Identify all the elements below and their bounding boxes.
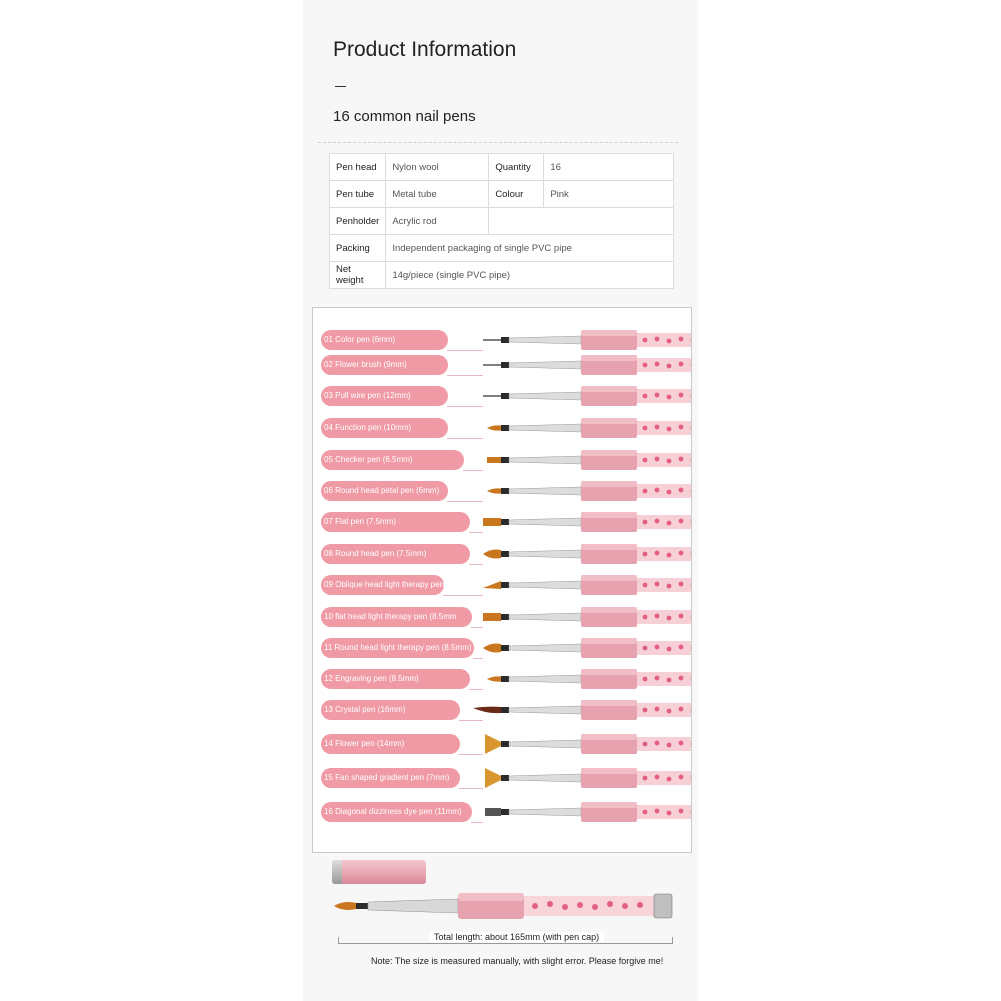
pen-label-line [447,438,483,439]
pen-label-line [447,501,483,502]
pen-row: 03 Pull wire pen (12mm) [313,384,691,412]
pen-label-line [471,822,483,823]
pen-cap-end [332,860,342,884]
pen-image [473,700,691,720]
title-dash [335,86,346,87]
pen-row: 10 flat head light therapy pen (8.5mm [313,605,691,633]
pen-image [483,544,691,564]
length-indicator [338,937,673,944]
pen-image [485,768,691,788]
pen-image [483,512,691,532]
pen-row: 02 Flower brush (9mm) [313,353,691,381]
pen-row: 06 Round head petal pen (6mm) [313,479,691,507]
pen-image [487,450,691,470]
pen-label: 09 Oblique head light therapy pen (8mm) [321,575,469,595]
pen-image [485,802,691,822]
spec-key: Penholder [328,207,387,235]
pen-label-line [471,627,483,628]
pen-image [487,418,691,438]
spec-key: Net weight [328,261,387,289]
pen-label: 02 Flower brush (9mm) [321,355,448,375]
spec-key: Colour [488,180,545,208]
pen-label: 01 Color pen (6mm) [321,330,448,350]
pen-label: 11 Round head light therapy pen (8.5mm) [321,638,474,658]
spec-key: Pen tube [328,180,387,208]
pen-row: 16 Diagonal dizziness dye pen (11mm) [313,800,691,828]
pen-cap [332,860,426,884]
spec-key: Quantity [488,153,545,181]
divider [318,142,678,143]
spec-value: 16 [543,153,674,181]
pen-label-line [463,470,483,471]
spec-table: Pen head Nylon wool Quantity 16 Pen tube… [328,153,674,289]
pen-label-line [469,689,483,690]
pen-label-line [459,720,483,721]
spec-value: Metal tube [385,180,490,208]
pen-label: 07 Flat pen (7.5mm) [321,512,470,532]
pen-row: 08 Round head pen (7.5mm) [313,542,691,570]
spec-value: Acrylic rod [385,207,490,235]
spec-empty [488,207,674,235]
pen-illustration [334,893,673,919]
pen-row: 11 Round head light therapy pen (8.5mm) [313,636,691,664]
pen-label: 06 Round head petal pen (6mm) [321,481,448,501]
pen-label: 08 Round head pen (7.5mm) [321,544,470,564]
pen-image [487,669,691,689]
pen-image [483,607,691,627]
pen-label-line [447,406,483,407]
spec-value: 14g/piece (single PVC pipe) [385,261,674,289]
pen-row: 09 Oblique head light therapy pen (8mm) [313,573,691,601]
pen-label: 14 Flower pen (14mm) [321,734,460,754]
pen-row: 15 Fan shaped gradient pen (7mm) [313,766,691,794]
pen-image [483,638,691,658]
spec-row: Net weight 14g/piece (single PVC pipe) [328,261,674,289]
pen-row: 04 Function pen (10mm) [313,416,691,444]
pen-label-line [447,350,483,351]
pen-image [483,330,691,350]
size-note: Note: The size is measured manually, wit… [371,956,664,966]
pen-label-line [447,375,483,376]
pen-row: 05 Checker pen (6.5mm) [313,448,691,476]
total-length: Total length: about 165mm (with pen cap) [429,932,605,942]
pen-label-line [459,788,483,789]
pen-row: 07 Flat pen (7.5mm) [313,510,691,538]
pen-image [485,734,691,754]
pen-label-line [469,532,483,533]
spec-key: Pen head [328,153,387,181]
pen-row: 12 Engraving pen (8.5mm) [313,667,691,695]
pen-label-line [469,564,483,565]
spec-value: Independent packaging of single PVC pipe [385,234,674,262]
pen-label: 13 Crystal pen (16mm) [321,700,460,720]
pen-image [487,481,691,501]
pen-label: 10 flat head light therapy pen (8.5mm [321,607,472,627]
spec-value: Nylon wool [385,153,490,181]
page-subtitle: 16 common nail pens [333,108,476,125]
pen-label-line [473,658,483,659]
pen-image [483,575,691,595]
pen-label-line [443,595,483,596]
pen-label-line [459,754,483,755]
pen-list: 01 Color pen (6mm) 02 Flower brush (9mm) 0… [312,307,692,853]
pen-label: 16 Diagonal dizziness dye pen (11mm) [321,802,472,822]
pen-label: 12 Engraving pen (8.5mm) [321,669,470,689]
spec-value: Pink [543,180,674,208]
spec-key: Packing [328,234,387,262]
pen-row: 13 Crystal pen (16mm) [313,698,691,726]
spec-row: Pen tube Metal tube Colour Pink [328,180,674,208]
spec-row: Penholder Acrylic rod [328,207,674,235]
pen-row: 14 Flower pen (14mm) [313,732,691,760]
pen-label: 05 Checker pen (6.5mm) [321,450,464,470]
pen-image [483,355,691,375]
pen-row: 01 Color pen (6mm) [313,328,691,356]
spec-row: Packing Independent packaging of single … [328,234,674,262]
spec-row: Pen head Nylon wool Quantity 16 [328,153,674,181]
pen-label: 04 Function pen (10mm) [321,418,448,438]
pen-label: 03 Pull wire pen (12mm) [321,386,448,406]
pen-image [483,386,691,406]
page-title: Product Information [333,38,517,61]
pen-label: 15 Fan shaped gradient pen (7mm) [321,768,460,788]
